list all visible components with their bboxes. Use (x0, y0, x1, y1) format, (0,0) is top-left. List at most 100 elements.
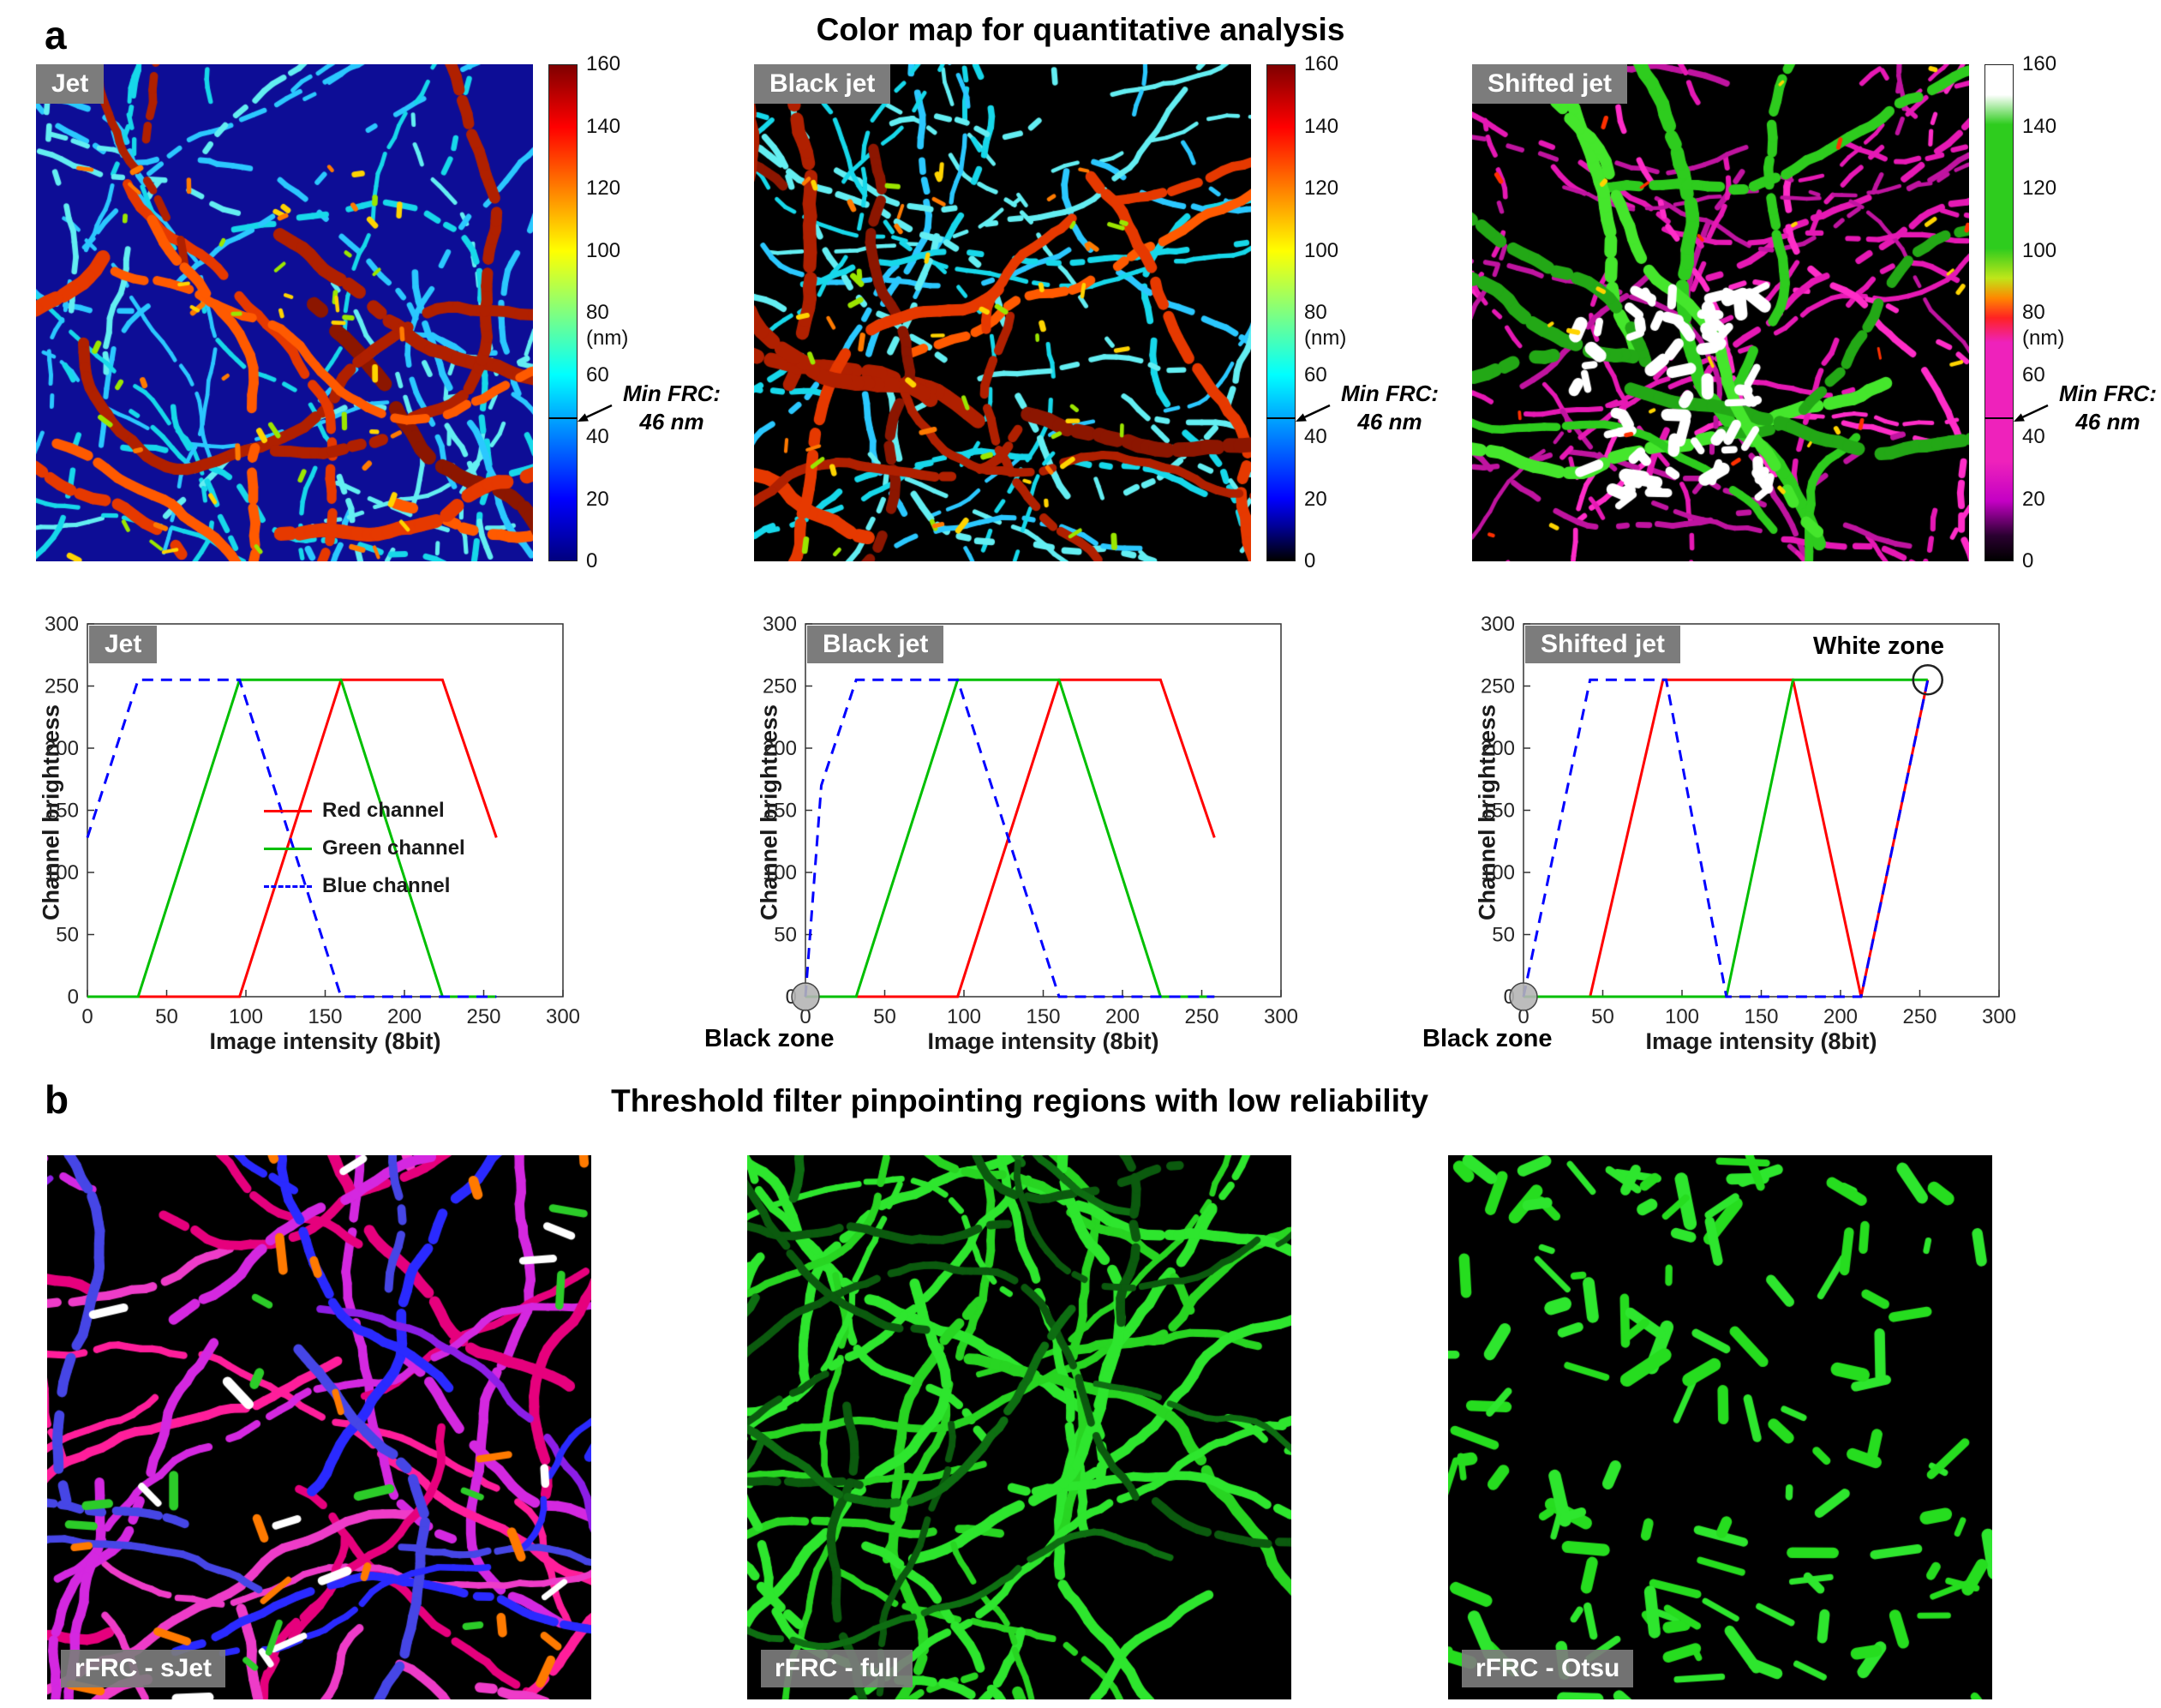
x-axis-label: Image intensity (8bit) (1645, 1028, 1877, 1054)
chart-title-badge: Jet (89, 626, 158, 663)
colorbar-tick-label: 160 (586, 52, 621, 75)
colorbar-tick-label: 80 (2022, 301, 2045, 324)
colorbar-tick-label: 0 (586, 549, 598, 572)
image-label: rFRC - full (761, 1650, 913, 1687)
svg-text:50: 50 (1591, 1005, 1614, 1028)
svg-text:200: 200 (1481, 737, 1515, 760)
colorbar-tick-label: 120 (1304, 177, 1339, 200)
colorbar-unit: (nm) (1304, 327, 1347, 350)
min-frc-line1: Min FRC: (2058, 381, 2158, 406)
svg-text:300: 300 (763, 614, 797, 636)
image-label: Jet (36, 64, 105, 104)
min-frc-line1: Min FRC: (1340, 381, 1440, 406)
min-frc-annotation: Min FRC: 46 nm (1321, 380, 1458, 435)
colorbar-tick-label: 100 (1304, 238, 1339, 262)
svg-text:0: 0 (81, 1005, 93, 1028)
min-frc-annotation: Min FRC: 46 nm (603, 380, 740, 435)
legend-item-green: Green channel (264, 836, 465, 860)
svg-text:300: 300 (1982, 1005, 2016, 1028)
colorbar-tick-label: 160 (2022, 52, 2057, 75)
panel-a-image-black-jet: Black jet 0 20 40 60 80 100 120 140 160 (nm) Min… (754, 52, 1439, 572)
svg-text:150: 150 (45, 800, 79, 823)
svg-text:200: 200 (1105, 1005, 1140, 1028)
colorbar-tick-label: 20 (586, 487, 609, 511)
svg-text:250: 250 (45, 675, 79, 698)
svg-text:0: 0 (799, 1005, 811, 1028)
svg-text:50: 50 (1492, 924, 1515, 947)
svg-text:300: 300 (45, 614, 79, 636)
min-frc-annotation: Min FRC: 46 nm (2039, 380, 2161, 435)
colorbar-gradient (1984, 64, 2014, 561)
colorbar-tick-label: 60 (586, 363, 609, 387)
image-label: rFRC - sJet (61, 1650, 226, 1687)
colorbar-tick-label: 40 (1304, 425, 1327, 448)
colorbar-tick-label: 0 (2022, 549, 2034, 572)
colorbar-tick-label: 140 (1304, 114, 1339, 138)
svg-text:150: 150 (1481, 800, 1515, 823)
panel-a-title: Color map for quantitative analysis (816, 12, 1345, 47)
colorbar-tick-label: 0 (1304, 549, 1316, 572)
svg-text:250: 250 (466, 1005, 500, 1028)
image-label: rFRC - Otsu (1462, 1650, 1634, 1687)
colorbar-tick-label: 80 (586, 301, 609, 324)
colorbar-tick-label: 40 (2022, 425, 2045, 448)
min-frc-arrow-icon (1296, 404, 1331, 422)
microscopy-image-black-jet (754, 64, 1251, 561)
chart-jet: Channel brightness 0 50 100 150 200 250 300 0 50… (36, 614, 584, 1068)
white-zone-annotation: White zone (1813, 632, 1945, 660)
chart-title-badge: Black jet (807, 626, 944, 663)
svg-text:150: 150 (1744, 1005, 1778, 1028)
svg-text:250: 250 (1902, 1005, 1937, 1028)
panel-b-letter: b (45, 1077, 69, 1122)
colorbar-tick-label: 40 (586, 425, 609, 448)
colorbar-shifted-jet: 0 20 40 60 80 100 120 140 160 (nm) Min FRC: 46 n… (1984, 52, 2161, 572)
rfrc-otsu-image (1448, 1155, 1992, 1699)
colorbar-gradient (1266, 64, 1296, 561)
colorbar-tick-label: 60 (1304, 363, 1327, 387)
colorbar-jet: 0 20 40 60 80 100 120 140 160 (nm) Min FRC: 46 n… (548, 52, 763, 572)
image-label: Shifted jet (1472, 64, 1628, 104)
min-frc-arrow-icon (578, 404, 613, 422)
panel-a-image-shifted-jet: Shifted jet 0 20 40 60 80 100 120 140 160 (nm) M… (1472, 52, 2157, 572)
colorbar-tick-label: 120 (586, 177, 621, 200)
svg-text:200: 200 (387, 1005, 422, 1028)
colorbar-tick-label: 20 (1304, 487, 1327, 511)
rfrc-sjet-image (47, 1155, 591, 1699)
panel-b-title: Threshold filter pinpointing regions wit… (611, 1083, 1428, 1118)
panel-b-image-full: rFRC - full (747, 1155, 1291, 1699)
black-zone-annotation: Black zone (1422, 1025, 1553, 1052)
colorbar-gradient (548, 64, 578, 561)
svg-text:50: 50 (774, 924, 797, 947)
rfrc-full-image (747, 1155, 1291, 1699)
min-frc-line2: 46 nm (1357, 408, 1422, 434)
red-line-sample-icon (264, 809, 312, 812)
panel-a-letter: a (45, 13, 67, 57)
legend-item-red: Red channel (264, 799, 465, 823)
colorbar-tick-label: 80 (1304, 301, 1327, 324)
svg-text:250: 250 (1481, 675, 1515, 698)
colorbar-tick-label: 100 (586, 238, 621, 262)
svg-text:250: 250 (1184, 1005, 1218, 1028)
colorbar-tick-label: 60 (2022, 363, 2045, 387)
svg-text:300: 300 (1481, 614, 1515, 636)
min-frc-marker-line (548, 417, 578, 420)
colorbar-tick-label: 160 (1304, 52, 1339, 75)
blue-dashed-line-sample-icon (264, 884, 312, 888)
min-frc-line2: 46 nm (639, 408, 704, 434)
svg-text:100: 100 (1481, 861, 1515, 884)
image-label: Black jet (754, 64, 891, 104)
svg-text:200: 200 (1823, 1005, 1858, 1028)
black-zone-annotation: Black zone (704, 1025, 835, 1052)
x-axis-label: Image intensity (8bit) (927, 1028, 1159, 1054)
svg-text:250: 250 (763, 675, 797, 698)
min-frc-line2: 46 nm (2075, 408, 2140, 434)
colorbar-tick-label: 20 (2022, 487, 2045, 511)
svg-text:200: 200 (763, 737, 797, 760)
min-frc-marker-line (1266, 417, 1296, 420)
panel-a-image-jet: Jet 0 20 40 60 80 100 120 140 160 (nm) Min FRC: … (36, 52, 721, 572)
chart-shifted-jet: Channel brightness 050100150200250300050… (1422, 614, 2020, 1068)
chart-title-badge: Shifted jet (1525, 626, 1681, 663)
